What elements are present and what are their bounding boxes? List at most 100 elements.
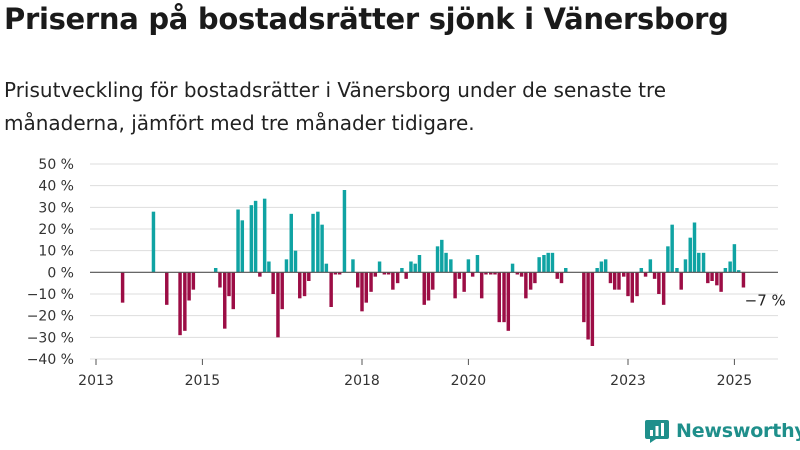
y-tick-label: 30 % xyxy=(38,200,74,216)
bar xyxy=(271,272,275,294)
bar xyxy=(333,272,338,275)
bar xyxy=(648,259,653,273)
bar xyxy=(542,255,546,273)
brand-name: Newsworthy xyxy=(676,420,800,442)
bar xyxy=(528,272,533,290)
bar xyxy=(236,209,240,273)
bar xyxy=(643,272,648,277)
bar xyxy=(284,259,289,273)
bar xyxy=(657,272,661,294)
bar xyxy=(608,272,613,284)
bar xyxy=(493,272,497,275)
bar xyxy=(586,272,590,340)
bar xyxy=(409,261,413,273)
bar xyxy=(400,268,404,273)
bar xyxy=(307,272,311,281)
bar xyxy=(191,272,196,290)
bar xyxy=(701,252,706,273)
bar xyxy=(688,237,692,273)
bar xyxy=(324,263,329,273)
bar xyxy=(661,272,666,305)
bar xyxy=(622,272,626,277)
bars xyxy=(90,190,778,346)
bar xyxy=(431,272,435,290)
x-tick-label: 2013 xyxy=(78,373,114,389)
bar xyxy=(240,220,245,273)
bar xyxy=(151,211,156,273)
bar xyxy=(337,272,342,275)
bar xyxy=(453,272,457,299)
bar xyxy=(302,272,307,297)
bar xyxy=(386,272,391,275)
bar xyxy=(413,263,417,273)
bar xyxy=(675,268,679,273)
bar xyxy=(652,272,657,279)
bar xyxy=(120,272,125,303)
bar xyxy=(670,224,674,273)
bar xyxy=(683,259,688,273)
bar xyxy=(435,246,440,273)
bar xyxy=(715,272,719,286)
bar xyxy=(356,272,360,288)
bar xyxy=(276,272,280,338)
y-tick-label: 20 % xyxy=(38,222,74,238)
y-tick-label: 10 % xyxy=(38,244,74,260)
bar xyxy=(626,272,630,297)
bar xyxy=(360,272,364,312)
bar xyxy=(351,259,355,273)
bar xyxy=(489,272,493,275)
bar xyxy=(603,259,608,273)
bar xyxy=(741,272,746,288)
x-tick-label: 2015 xyxy=(185,373,221,389)
bar xyxy=(719,272,723,292)
bar xyxy=(564,268,568,273)
bar xyxy=(710,272,714,281)
y-tick-label: −10 % xyxy=(27,287,74,303)
grid-lines xyxy=(90,163,778,360)
bar xyxy=(262,198,267,273)
bar xyxy=(183,272,187,331)
bar xyxy=(639,268,644,273)
bar xyxy=(231,272,235,310)
bar xyxy=(475,255,480,273)
bar xyxy=(417,255,422,273)
bar xyxy=(666,246,670,273)
bar xyxy=(479,272,484,299)
x-tick-label: 2023 xyxy=(610,373,646,389)
bar xyxy=(484,272,488,275)
bar xyxy=(267,261,271,273)
bar xyxy=(293,250,298,273)
bar xyxy=(218,272,222,288)
bar xyxy=(457,272,462,279)
bar xyxy=(395,272,400,284)
bar xyxy=(364,272,368,303)
bar xyxy=(550,252,555,273)
y-tick-label: −40 % xyxy=(27,352,74,368)
bar xyxy=(462,272,466,292)
x-tick-label: 2020 xyxy=(451,373,487,389)
bar xyxy=(289,213,293,273)
bar xyxy=(590,272,595,346)
bar xyxy=(298,272,302,299)
bar xyxy=(444,252,448,273)
bar xyxy=(382,272,387,275)
bar xyxy=(524,272,528,299)
bar xyxy=(736,270,741,273)
bar xyxy=(373,272,378,277)
brand-logo: Newsworthy xyxy=(644,418,800,444)
bar xyxy=(404,272,408,279)
bar xyxy=(537,257,541,273)
bar xyxy=(249,205,254,273)
y-tick-label: 0 % xyxy=(47,265,74,281)
bar xyxy=(440,239,444,273)
bar xyxy=(582,272,586,323)
chart-title: Priserna på bostadsrätter sjönk i Väners… xyxy=(4,2,729,36)
bar xyxy=(546,252,550,273)
bar xyxy=(258,272,262,277)
bar xyxy=(723,268,728,273)
bar xyxy=(595,268,599,273)
bar xyxy=(320,224,324,273)
bar xyxy=(559,272,564,284)
bar xyxy=(369,272,373,292)
